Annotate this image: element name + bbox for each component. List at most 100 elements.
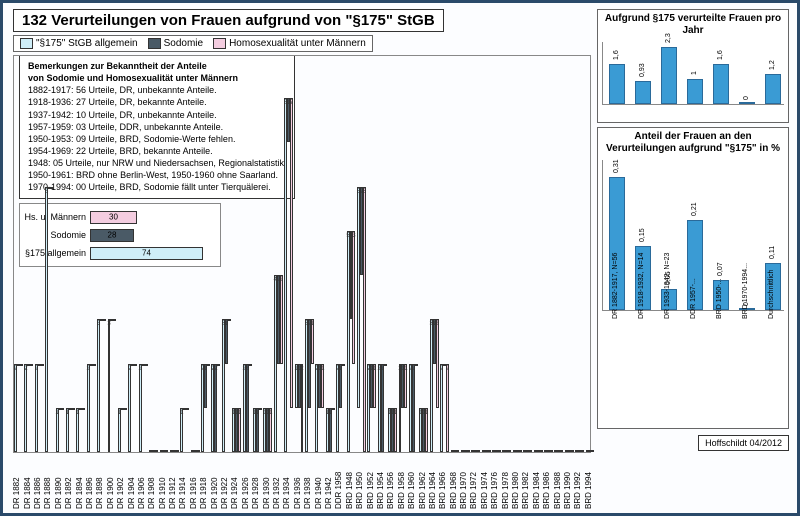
bar-value: 1 [311, 321, 314, 327]
year-group: 211 [367, 364, 377, 452]
year-group [451, 450, 461, 452]
bar-value: 2 [35, 366, 38, 372]
x-label: DR 1930 [262, 477, 271, 509]
bar-h: 3 [352, 231, 355, 364]
x-label: BRD 1956 [386, 472, 395, 509]
bar-h [249, 364, 252, 366]
bar-h [540, 450, 543, 452]
side-bar-value: 1,2 [769, 61, 776, 71]
bar-h [467, 450, 470, 452]
year-group: 2 [24, 364, 34, 452]
x-label: BRD 1972 [469, 472, 478, 509]
bar-h [560, 450, 563, 452]
side-bar-value: 2,3 [665, 33, 672, 43]
bar-value: 7 [290, 100, 293, 106]
bar-h [41, 364, 44, 366]
year-group: 21 [201, 364, 211, 452]
year-group: 422 [274, 275, 284, 452]
bar-value: 1 [321, 366, 324, 372]
bar-a: 6 [45, 187, 48, 452]
bar-s: 1 [204, 364, 207, 408]
bar-value: 1 [238, 410, 241, 416]
x-label: BRD 1950 [355, 472, 364, 509]
x-label: BRD 1958 [397, 472, 406, 509]
bar-h [508, 450, 511, 452]
bar-h [498, 450, 501, 452]
x-label: DR 1922 [220, 477, 229, 509]
bar-h [197, 450, 200, 452]
x-label: DDR 1958 [334, 472, 343, 509]
bar-h [165, 450, 168, 452]
bar-value: 2 [381, 366, 384, 372]
x-label: DR 1900 [106, 477, 115, 509]
x-label: DR 1884 [23, 477, 32, 509]
x-label: BRD 1974 [480, 472, 489, 509]
year-group [461, 450, 471, 452]
bar-h [82, 408, 85, 410]
side-bar-value: 0,93 [639, 63, 646, 77]
bar-a: 3 [97, 319, 100, 452]
bar-s: 2 [381, 364, 384, 452]
bar-a: 2 [139, 364, 142, 452]
year-group: 2 [128, 364, 138, 452]
bar-s: 2 [412, 364, 415, 452]
x-label: DR 1882 [12, 477, 21, 509]
credit: Hoffschildt 04/2012 [698, 435, 789, 451]
side-bar [765, 74, 781, 104]
side-x-label: DR 1918-1932, N=14 [638, 253, 645, 319]
year-group [575, 450, 585, 452]
side-x-label: BRD 1970-1994... [742, 263, 749, 319]
x-label: DR 1902 [116, 477, 125, 509]
x-label: DR 1926 [241, 477, 250, 509]
side-x-label: DR 1882-1917, N=56 [612, 253, 619, 319]
year-group [554, 450, 564, 452]
year-group [544, 450, 554, 452]
chart-title: 132 Verurteilungen von Frauen aufgrund v… [13, 9, 444, 32]
bar-value: 1 [76, 410, 79, 416]
legend-item: Homosexualität unter Männern [213, 38, 366, 49]
year-group: 31 [222, 319, 232, 452]
year-group: 22 [440, 364, 450, 452]
side-x-label: BRD 1950-... [716, 279, 723, 319]
year-group [534, 450, 544, 452]
side-chart-per-year: Aufgrund §175 verurteilte Frauen pro Jah… [597, 9, 789, 123]
x-label: BRD 1960 [407, 472, 416, 509]
bar-a: 2 [35, 364, 38, 452]
bar-value: 1 [425, 410, 428, 416]
bar-value: 1 [339, 366, 342, 372]
legend-swatch [213, 38, 226, 49]
bar-h: 1 [373, 364, 376, 408]
bar-h [519, 450, 522, 452]
bar-value: 6 [45, 189, 48, 195]
bar-a: 2 [128, 364, 131, 452]
year-group [191, 450, 201, 452]
bar-value: 2 [14, 366, 17, 372]
bar-value: 2 [24, 366, 27, 372]
bar-h [415, 364, 418, 366]
bar-h [20, 364, 23, 366]
side-bar-value: 0,11 [769, 246, 776, 259]
side-x-label: Durchschnittlich [768, 270, 775, 319]
x-label: DR 1906 [137, 477, 146, 509]
bar-h [176, 450, 179, 452]
bar-a: 1 [76, 408, 79, 452]
side-x-label: DR 1933-1942, N=23 [664, 253, 671, 319]
bar-h [217, 364, 220, 366]
bar-h: 1 [269, 408, 272, 452]
year-group: 11 [326, 408, 336, 452]
x-label: BRD 1978 [501, 472, 510, 509]
bar-s: 1 [225, 319, 228, 363]
bar-h [384, 364, 387, 366]
x-label: BRD 1992 [573, 472, 582, 509]
x-label: DR 1892 [64, 477, 73, 509]
side-bar-value: 1 [691, 71, 698, 75]
bar-h: 6 [363, 187, 366, 452]
year-group [586, 450, 596, 452]
bar-value: 1 [269, 410, 272, 416]
x-label: DR 1920 [210, 477, 219, 509]
side-bar-value: 1,6 [717, 51, 724, 61]
bar-h: 1 [404, 364, 407, 408]
side-bar-value: 1,6 [613, 51, 620, 61]
bar-value: 1 [404, 366, 407, 372]
x-label: BRD 1994 [584, 472, 593, 509]
